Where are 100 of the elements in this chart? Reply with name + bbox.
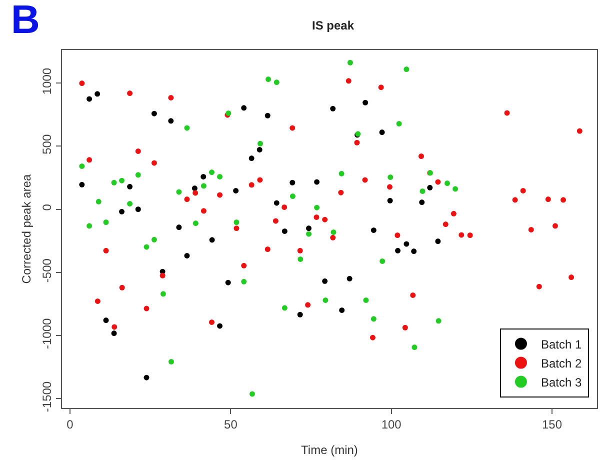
point: [297, 248, 303, 254]
point: [192, 186, 198, 192]
point: [168, 94, 174, 100]
point: [458, 232, 464, 238]
point: [200, 183, 206, 189]
x-tick-label: 100: [381, 417, 402, 432]
point: [552, 223, 558, 229]
x-axis-title: Time (min): [301, 443, 358, 457]
point: [86, 157, 92, 163]
point: [338, 190, 344, 196]
point: [370, 227, 376, 233]
point: [241, 105, 247, 111]
point: [322, 297, 328, 303]
point: [545, 196, 551, 202]
x-tick-label: 0: [66, 417, 74, 432]
point: [184, 196, 190, 202]
y-tick-label: 1000: [40, 68, 54, 95]
point: [322, 216, 328, 222]
point: [520, 188, 526, 194]
point: [427, 184, 433, 190]
point: [387, 184, 392, 190]
point: [297, 312, 303, 318]
point: [94, 91, 100, 97]
point: [330, 229, 336, 235]
point: [249, 391, 255, 397]
text: B: [11, 0, 40, 42]
point: [394, 232, 400, 238]
point: [79, 80, 85, 86]
point: [435, 238, 441, 244]
point: [103, 220, 109, 225]
point: [233, 188, 239, 194]
point: [442, 222, 448, 228]
point: [272, 218, 278, 224]
point: [135, 206, 141, 212]
point: [306, 226, 312, 232]
point: [168, 118, 174, 124]
point: [127, 200, 133, 206]
point: [347, 60, 353, 66]
point: [362, 100, 368, 106]
point: [346, 78, 352, 84]
point: [151, 236, 157, 242]
point: [282, 305, 288, 311]
point: [208, 319, 214, 325]
point: [354, 140, 360, 146]
point: [274, 200, 280, 206]
y-tick-label: -500: [40, 258, 54, 283]
point: [192, 220, 198, 226]
legend-label: Batch 2: [540, 356, 582, 370]
point: [370, 316, 376, 322]
point: [119, 284, 125, 290]
point: [512, 197, 518, 203]
point: [330, 106, 336, 112]
legend-label: Batch 3: [540, 375, 582, 390]
point: [200, 174, 206, 180]
point: [234, 220, 240, 225]
point: [248, 156, 254, 162]
point: [346, 276, 352, 282]
point: [184, 252, 190, 258]
point: [314, 179, 320, 185]
point: [176, 189, 182, 195]
point: [411, 248, 417, 254]
point: [144, 374, 150, 380]
point: [450, 210, 456, 216]
point: [258, 140, 264, 146]
point: [402, 324, 408, 330]
point: [200, 208, 206, 214]
point: [135, 148, 141, 154]
point: [290, 194, 296, 199]
point: [176, 224, 182, 230]
point: [435, 179, 441, 185]
point: [151, 110, 157, 116]
point: [241, 262, 247, 268]
point: [266, 76, 272, 82]
point: [127, 90, 133, 96]
point: [234, 226, 240, 232]
point: [160, 272, 166, 278]
point: [436, 318, 442, 324]
point: [387, 198, 393, 204]
point: [274, 80, 280, 86]
point: [404, 241, 410, 247]
point: [298, 256, 304, 262]
point: [560, 197, 566, 203]
point: [217, 323, 223, 329]
point: [290, 125, 296, 131]
point: [144, 306, 150, 312]
point: [111, 330, 117, 336]
point: [370, 334, 376, 340]
point: [338, 170, 344, 176]
point: [257, 177, 263, 183]
y-axis-title: Corrected peak area: [20, 174, 34, 284]
point: [504, 110, 510, 116]
point: [576, 128, 582, 134]
point: [363, 297, 369, 303]
legend-label: Batch 1: [540, 337, 582, 352]
point: [306, 231, 312, 237]
point: [111, 180, 117, 186]
y-tick-label: -1500: [40, 381, 54, 412]
y-tick-label: -1000: [40, 318, 54, 349]
point: [208, 170, 214, 176]
point: [444, 180, 450, 186]
